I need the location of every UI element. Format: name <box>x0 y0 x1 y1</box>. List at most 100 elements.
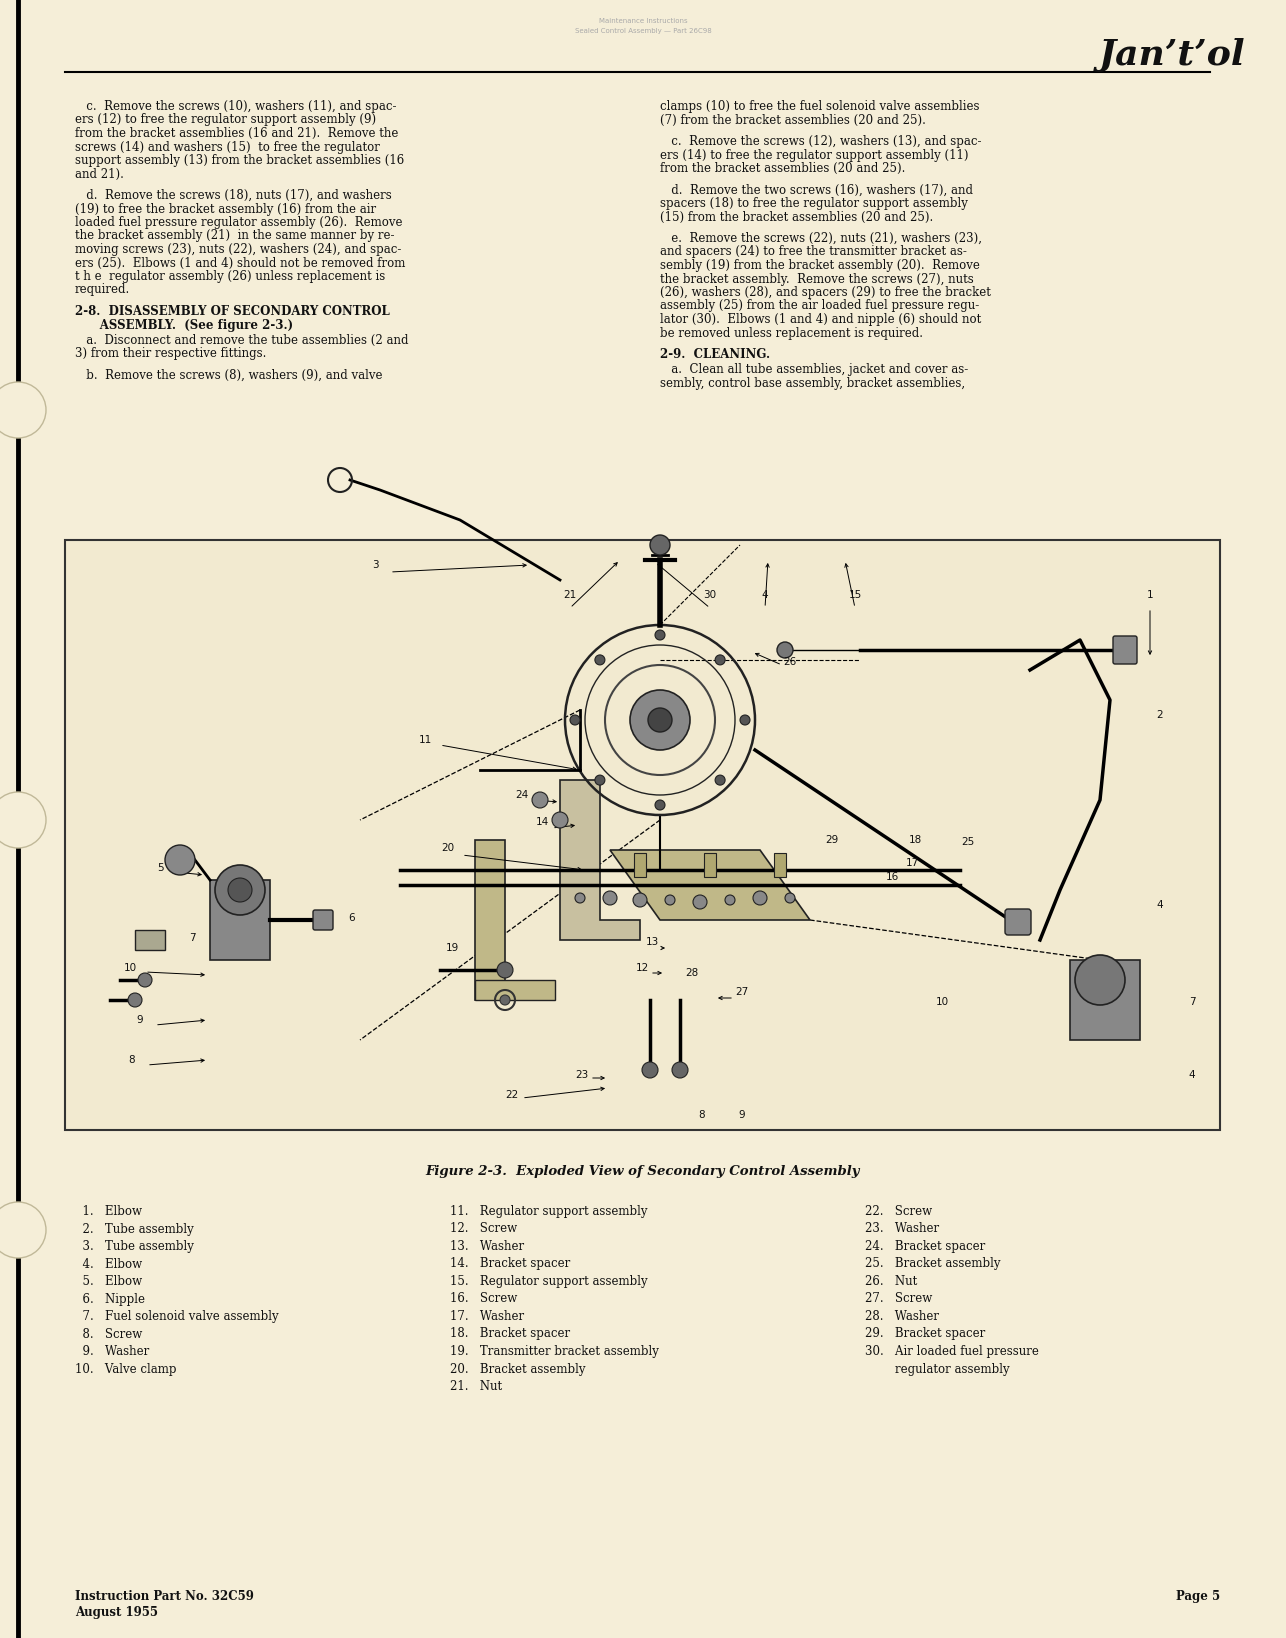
Text: (7) from the bracket assemblies (20 and 25).: (7) from the bracket assemblies (20 and … <box>660 113 926 126</box>
Text: Instruction Part No. 32C59: Instruction Part No. 32C59 <box>75 1590 253 1604</box>
Text: 1.   Elbow: 1. Elbow <box>75 1206 141 1219</box>
Text: screws (14) and washers (15)  to free the regulator: screws (14) and washers (15) to free the… <box>75 141 379 154</box>
Polygon shape <box>610 850 810 921</box>
Text: from the bracket assemblies (20 and 25).: from the bracket assemblies (20 and 25). <box>660 162 905 175</box>
Text: c.  Remove the screws (12), washers (13), and spac-: c. Remove the screws (12), washers (13),… <box>660 134 981 147</box>
Bar <box>1070 960 1139 1040</box>
Text: d.  Remove the two screws (16), washers (17), and: d. Remove the two screws (16), washers (… <box>660 183 974 197</box>
Text: 9.   Washer: 9. Washer <box>75 1345 149 1358</box>
Text: 2-8.  DISASSEMBLY OF SECONDARY CONTROL: 2-8. DISASSEMBLY OF SECONDARY CONTROL <box>75 305 390 318</box>
Text: Sealed Control Assembly — Part 26C98: Sealed Control Assembly — Part 26C98 <box>575 28 711 34</box>
Text: August 1955: August 1955 <box>75 1605 158 1618</box>
Circle shape <box>532 793 548 808</box>
Text: 3.   Tube assembly: 3. Tube assembly <box>75 1240 194 1253</box>
Text: 4: 4 <box>1188 1070 1195 1079</box>
Text: (15) from the bracket assemblies (20 and 25).: (15) from the bracket assemblies (20 and… <box>660 211 934 223</box>
Text: 3: 3 <box>372 560 378 570</box>
Text: assembly (25) from the air loaded fuel pressure regu-: assembly (25) from the air loaded fuel p… <box>660 300 979 313</box>
Circle shape <box>0 793 46 848</box>
Circle shape <box>1075 955 1125 1006</box>
Text: 17: 17 <box>905 858 918 868</box>
Text: 29.   Bracket spacer: 29. Bracket spacer <box>865 1327 985 1340</box>
Text: 23.   Washer: 23. Washer <box>865 1222 939 1235</box>
Circle shape <box>552 812 568 827</box>
Text: 14.   Bracket spacer: 14. Bracket spacer <box>450 1258 570 1271</box>
Bar <box>475 980 556 1001</box>
Text: support assembly (13) from the bracket assemblies (16: support assembly (13) from the bracket a… <box>75 154 404 167</box>
Text: 2.   Tube assembly: 2. Tube assembly <box>75 1222 194 1235</box>
Circle shape <box>665 894 675 906</box>
Text: 30: 30 <box>703 590 716 600</box>
Text: 5.   Elbow: 5. Elbow <box>75 1274 143 1287</box>
Circle shape <box>165 845 195 875</box>
Text: 26.   Nut: 26. Nut <box>865 1274 917 1287</box>
Text: d.  Remove the screws (18), nuts (17), and washers: d. Remove the screws (18), nuts (17), an… <box>75 188 392 201</box>
Text: 8.   Screw: 8. Screw <box>75 1327 143 1340</box>
Circle shape <box>500 994 511 1006</box>
Text: 17.   Washer: 17. Washer <box>450 1310 525 1324</box>
Text: 11: 11 <box>418 735 432 745</box>
Text: 1: 1 <box>1147 590 1154 600</box>
Text: Figure 2-3.  Exploded View of Secondary Control Assembly: Figure 2-3. Exploded View of Secondary C… <box>426 1165 860 1178</box>
Circle shape <box>655 631 665 640</box>
FancyBboxPatch shape <box>312 911 333 930</box>
Circle shape <box>693 894 707 909</box>
Circle shape <box>630 690 691 750</box>
Text: moving screws (23), nuts (22), washers (24), and spac-: moving screws (23), nuts (22), washers (… <box>75 242 401 256</box>
Text: 4: 4 <box>761 590 768 600</box>
Text: 21: 21 <box>563 590 576 600</box>
Text: e.  Remove the screws (22), nuts (21), washers (23),: e. Remove the screws (22), nuts (21), wa… <box>660 233 983 246</box>
Circle shape <box>138 973 152 988</box>
Text: 8: 8 <box>698 1111 705 1120</box>
Text: 7: 7 <box>189 934 195 943</box>
Circle shape <box>129 993 141 1007</box>
Text: 24: 24 <box>516 790 529 799</box>
Text: regulator assembly: regulator assembly <box>865 1363 1010 1376</box>
Text: 28.   Washer: 28. Washer <box>865 1310 939 1324</box>
Text: 16.   Screw: 16. Screw <box>450 1292 517 1305</box>
Text: 16: 16 <box>885 871 899 881</box>
Text: 27: 27 <box>736 988 748 998</box>
FancyBboxPatch shape <box>1004 909 1031 935</box>
Circle shape <box>715 655 725 665</box>
Text: 18.   Bracket spacer: 18. Bracket spacer <box>450 1327 570 1340</box>
Text: 9: 9 <box>136 1016 143 1025</box>
Text: 27.   Screw: 27. Screw <box>865 1292 932 1305</box>
Text: 21.   Nut: 21. Nut <box>450 1379 502 1392</box>
Text: ers (14) to free the regulator support assembly (11): ers (14) to free the regulator support a… <box>660 149 968 162</box>
Text: 10: 10 <box>935 998 949 1007</box>
Bar <box>135 930 165 950</box>
Text: 22.   Screw: 22. Screw <box>865 1206 932 1219</box>
Text: ASSEMBLY.  (See figure 2-3.): ASSEMBLY. (See figure 2-3.) <box>75 318 293 331</box>
Text: 5: 5 <box>157 863 163 873</box>
Text: 8: 8 <box>129 1055 135 1065</box>
Text: 18: 18 <box>908 835 922 845</box>
Circle shape <box>777 642 793 658</box>
Bar <box>66 541 1220 1130</box>
Circle shape <box>575 893 585 903</box>
Circle shape <box>0 382 46 437</box>
Circle shape <box>673 1061 688 1078</box>
Text: Page 5: Page 5 <box>1175 1590 1220 1604</box>
Text: 7: 7 <box>1188 998 1195 1007</box>
Text: 25.   Bracket assembly: 25. Bracket assembly <box>865 1258 1001 1271</box>
Text: t h e  regulator assembly (26) unless replacement is: t h e regulator assembly (26) unless rep… <box>75 270 386 283</box>
Text: b.  Remove the screws (8), washers (9), and valve: b. Remove the screws (8), washers (9), a… <box>75 369 382 382</box>
Text: 28: 28 <box>685 968 698 978</box>
Text: the bracket assembly.  Remove the screws (27), nuts: the bracket assembly. Remove the screws … <box>660 272 974 285</box>
Circle shape <box>784 893 795 903</box>
Circle shape <box>642 1061 658 1078</box>
Text: lator (30).  Elbows (1 and 4) and nipple (6) should not: lator (30). Elbows (1 and 4) and nipple … <box>660 313 981 326</box>
Text: spacers (18) to free the regulator support assembly: spacers (18) to free the regulator suppo… <box>660 197 968 210</box>
Text: 6: 6 <box>349 912 355 922</box>
Circle shape <box>228 878 252 903</box>
Text: and spacers (24) to free the transmitter bracket as-: and spacers (24) to free the transmitter… <box>660 246 967 259</box>
Bar <box>634 853 646 876</box>
Text: 6.   Nipple: 6. Nipple <box>75 1292 145 1305</box>
Text: (19) to free the bracket assembly (16) from the air: (19) to free the bracket assembly (16) f… <box>75 203 376 216</box>
Circle shape <box>215 865 265 916</box>
Circle shape <box>595 655 604 665</box>
Text: 19: 19 <box>445 943 459 953</box>
Text: 7.   Fuel solenoid valve assembly: 7. Fuel solenoid valve assembly <box>75 1310 279 1324</box>
Text: 11.   Regulator support assembly: 11. Regulator support assembly <box>450 1206 647 1219</box>
